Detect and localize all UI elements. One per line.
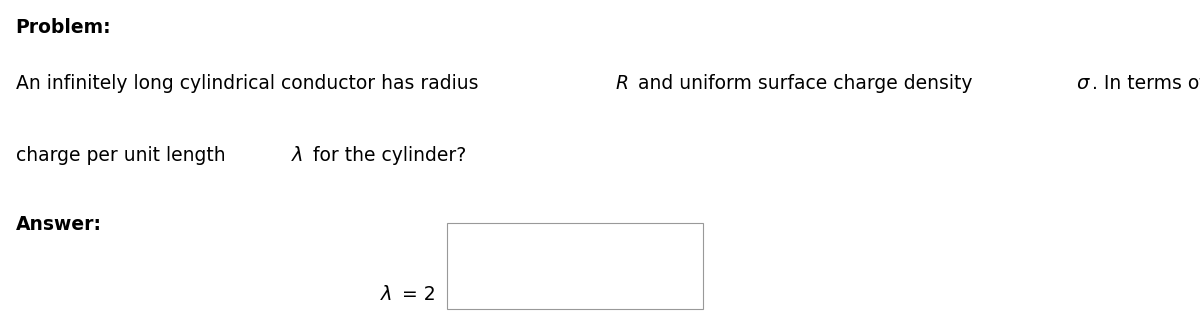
Text: Answer:: Answer: <box>16 215 102 234</box>
Text: An infinitely long cylindrical conductor has radius: An infinitely long cylindrical conductor… <box>16 74 484 93</box>
Text: Problem:: Problem: <box>16 18 112 37</box>
FancyBboxPatch shape <box>446 223 703 309</box>
Text: and uniform surface charge density: and uniform surface charge density <box>632 74 979 93</box>
Text: charge per unit length: charge per unit length <box>16 146 232 165</box>
Text: λ: λ <box>292 146 304 165</box>
Text: σ: σ <box>1076 74 1088 93</box>
Text: . In terms of: . In terms of <box>1092 74 1200 93</box>
Text: = 2: = 2 <box>396 285 436 304</box>
Text: for the cylinder?: for the cylinder? <box>306 146 466 165</box>
Text: λ: λ <box>382 285 392 304</box>
Text: R: R <box>616 74 629 93</box>
